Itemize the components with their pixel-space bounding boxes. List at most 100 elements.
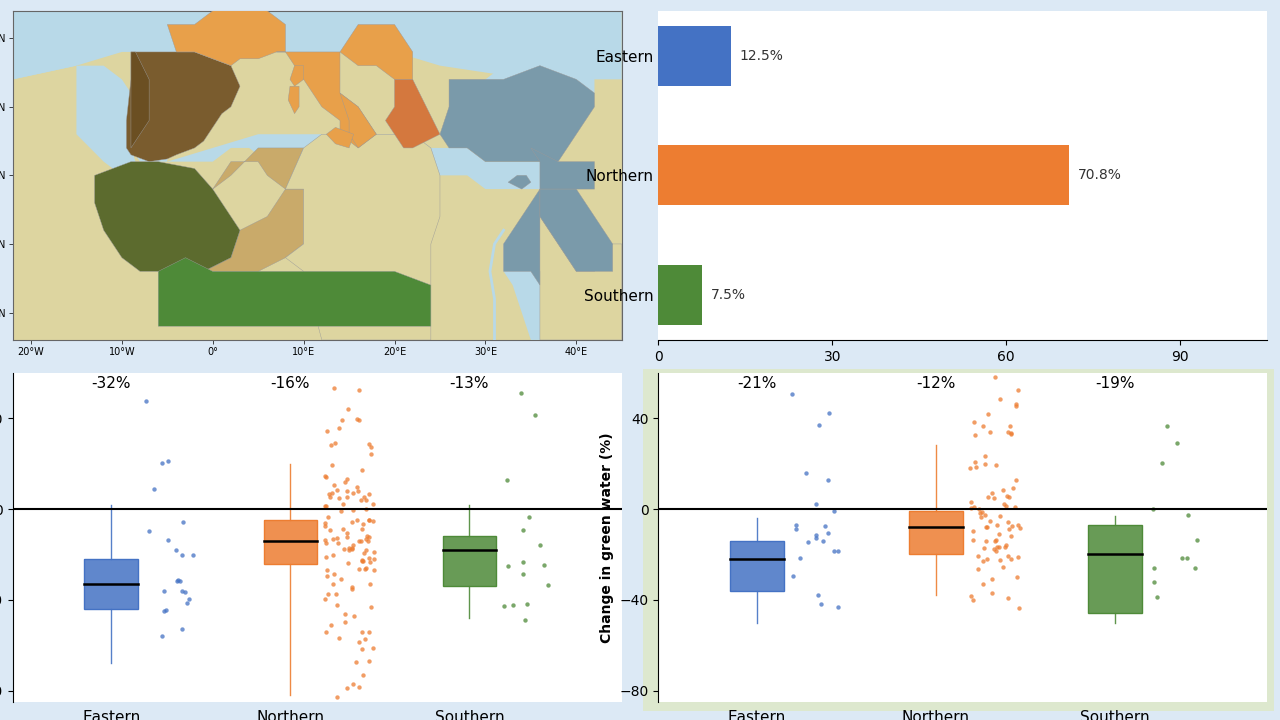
Text: -13%: -13%: [449, 376, 489, 391]
Point: [352, 643, 372, 654]
Point: [175, 586, 196, 598]
Point: [494, 600, 515, 611]
Point: [324, 568, 344, 580]
Point: [987, 541, 1007, 553]
Point: [342, 516, 362, 528]
Point: [977, 553, 997, 564]
Point: [364, 642, 384, 653]
Point: [809, 419, 829, 431]
Point: [1152, 457, 1172, 469]
Point: [358, 515, 379, 526]
Point: [1144, 576, 1165, 588]
Point: [1006, 398, 1027, 410]
Point: [986, 459, 1006, 471]
Point: [315, 500, 335, 512]
Point: [961, 503, 982, 514]
Point: [968, 551, 988, 562]
Point: [960, 496, 980, 508]
Point: [982, 588, 1002, 599]
Polygon shape: [13, 11, 622, 340]
Point: [330, 573, 351, 585]
Point: [996, 541, 1016, 553]
Point: [156, 604, 177, 616]
Point: [315, 518, 335, 529]
Point: [977, 521, 997, 533]
Point: [975, 521, 996, 533]
Point: [324, 479, 344, 490]
Point: [988, 528, 1009, 539]
Point: [364, 564, 384, 576]
Point: [315, 470, 335, 482]
Point: [352, 464, 372, 476]
Point: [513, 557, 534, 568]
Point: [1144, 562, 1165, 573]
Point: [337, 528, 357, 539]
Point: [355, 563, 375, 575]
Point: [358, 531, 379, 543]
Point: [316, 500, 337, 511]
Point: [997, 490, 1018, 502]
Point: [974, 542, 995, 554]
Point: [989, 554, 1010, 566]
Point: [177, 598, 197, 609]
Point: [321, 440, 342, 451]
Point: [328, 537, 348, 549]
Point: [818, 527, 838, 539]
Point: [136, 395, 156, 407]
Bar: [443, 536, 497, 586]
Point: [796, 467, 817, 479]
Bar: [84, 559, 138, 609]
Point: [984, 536, 1005, 547]
Point: [323, 549, 343, 560]
Polygon shape: [503, 148, 594, 285]
Point: [1005, 400, 1025, 412]
Point: [348, 535, 369, 546]
Point: [1007, 384, 1028, 396]
Bar: [443, 536, 497, 586]
Point: [975, 510, 996, 521]
Point: [534, 559, 554, 571]
Polygon shape: [467, 66, 594, 93]
Bar: [658, 265, 701, 325]
Point: [343, 504, 364, 516]
Point: [356, 534, 376, 545]
Point: [982, 487, 1002, 498]
Polygon shape: [95, 162, 241, 271]
Point: [326, 532, 347, 544]
Point: [497, 474, 517, 486]
Point: [998, 491, 1019, 503]
Point: [323, 579, 343, 590]
Point: [319, 488, 339, 500]
Point: [166, 544, 187, 556]
Point: [964, 501, 984, 513]
Point: [979, 426, 1000, 438]
Point: [360, 514, 380, 526]
Point: [1176, 553, 1197, 564]
Point: [1002, 520, 1023, 531]
Point: [339, 544, 360, 556]
Point: [827, 546, 847, 557]
Point: [334, 477, 355, 488]
Point: [1006, 572, 1027, 583]
Point: [337, 492, 357, 503]
Y-axis label: Change in green water (%): Change in green water (%): [600, 432, 613, 643]
Point: [342, 583, 362, 595]
Point: [1166, 438, 1187, 449]
Point: [983, 544, 1004, 555]
Text: -21%: -21%: [737, 376, 777, 391]
Bar: [84, 559, 138, 609]
Point: [166, 575, 187, 587]
Point: [168, 575, 188, 586]
Point: [346, 657, 366, 668]
Polygon shape: [326, 127, 353, 148]
Point: [324, 382, 344, 394]
Point: [326, 588, 347, 600]
Polygon shape: [508, 176, 531, 189]
Point: [353, 492, 374, 503]
Point: [968, 564, 988, 575]
Point: [786, 523, 806, 535]
Point: [348, 384, 369, 396]
Text: -19%: -19%: [1096, 376, 1134, 391]
Point: [964, 416, 984, 428]
Point: [503, 599, 524, 611]
